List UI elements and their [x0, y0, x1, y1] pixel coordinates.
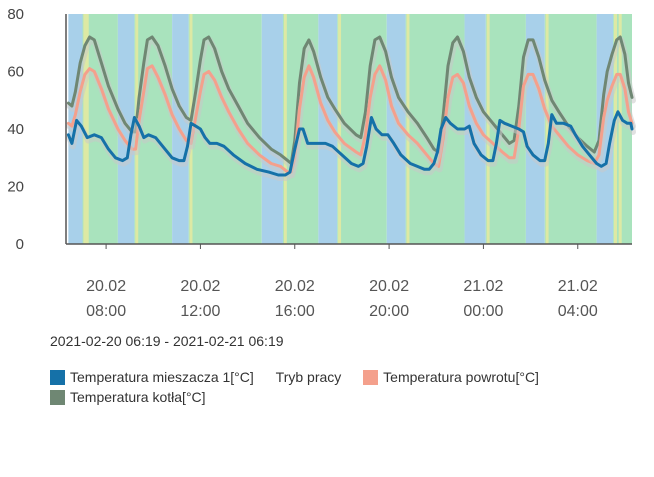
mode-mark-yellow: [85, 14, 89, 244]
series-line-0: [66, 35, 634, 165]
x-tick-date: 20.02: [86, 278, 126, 295]
series-lines: [66, 35, 636, 181]
x-tick-time: 00:00: [463, 303, 503, 320]
legend-label: Temperatura kotła[°C]: [70, 389, 206, 405]
legend-item-tryb-pracy[interactable]: Tryb pracy: [276, 367, 342, 387]
legend-swatch-mieszacz: [50, 369, 65, 385]
legend-label: Temperatura powrotu[°C]: [383, 369, 539, 385]
x-tick-time: 16:00: [275, 303, 315, 320]
x-tick-date: 20.02: [180, 278, 220, 295]
x-tick-time: 08:00: [86, 303, 126, 320]
legend-swatch-kociol: [50, 389, 65, 405]
y-tick-label: 40: [7, 121, 24, 138]
mode-mark-yellow: [406, 14, 410, 244]
mode-band-blue: [318, 14, 338, 244]
legend-item-kociol[interactable]: Temperatura kotła[°C]: [50, 387, 622, 407]
series-line-1: [66, 64, 634, 174]
mode-mark-yellow: [486, 14, 490, 244]
series-line-2: [66, 110, 634, 177]
y-tick-label: 20: [7, 179, 24, 196]
temperature-chart: 0 20 40 60 80 20.02 08:00 20.02 12:00 20.02 16:00…: [7, 6, 636, 320]
x-tick-time: 12:00: [180, 303, 220, 320]
mode-mark-yellow: [283, 14, 287, 244]
y-tick-label: 0: [16, 236, 24, 253]
x-tick-date: 20.02: [275, 278, 315, 295]
mode-mark-yellow: [545, 14, 549, 244]
x-tick-labels: 20.02 08:00 20.02 12:00 20.02 16:00 20.02 20:00…: [86, 278, 598, 320]
legend: Temperatura mieszacza 1[°C] Tryb pracy T…: [50, 367, 640, 407]
x-tick-time: 20:00: [369, 303, 409, 320]
x-tick-date: 21.02: [558, 278, 598, 295]
legend-swatch-powrot: [363, 369, 379, 385]
x-tick-date: 20.02: [369, 278, 409, 295]
y-tick-labels: 0 20 40 60 80: [7, 6, 24, 253]
legend-label: Temperatura mieszacza 1[°C]: [70, 369, 254, 385]
axes: [65, 14, 632, 249]
date-range-label: 2021-02-20 06:19 - 2021-02-21 06:19: [50, 333, 284, 349]
x-tick-date: 21.02: [463, 278, 503, 295]
x-tick-time: 04:00: [558, 303, 598, 320]
legend-item-powrot[interactable]: Temperatura powrotu[°C]: [363, 367, 539, 387]
mode-mark-yellow: [618, 14, 622, 244]
y-tick-label: 60: [7, 64, 24, 81]
mode-band-blue: [261, 14, 283, 244]
mode-mark-yellow: [338, 14, 342, 244]
legend-label: Tryb pracy: [275, 369, 342, 385]
y-tick-label: 80: [7, 6, 24, 23]
legend-item-mieszacz[interactable]: Temperatura mieszacza 1[°C]: [50, 367, 254, 387]
